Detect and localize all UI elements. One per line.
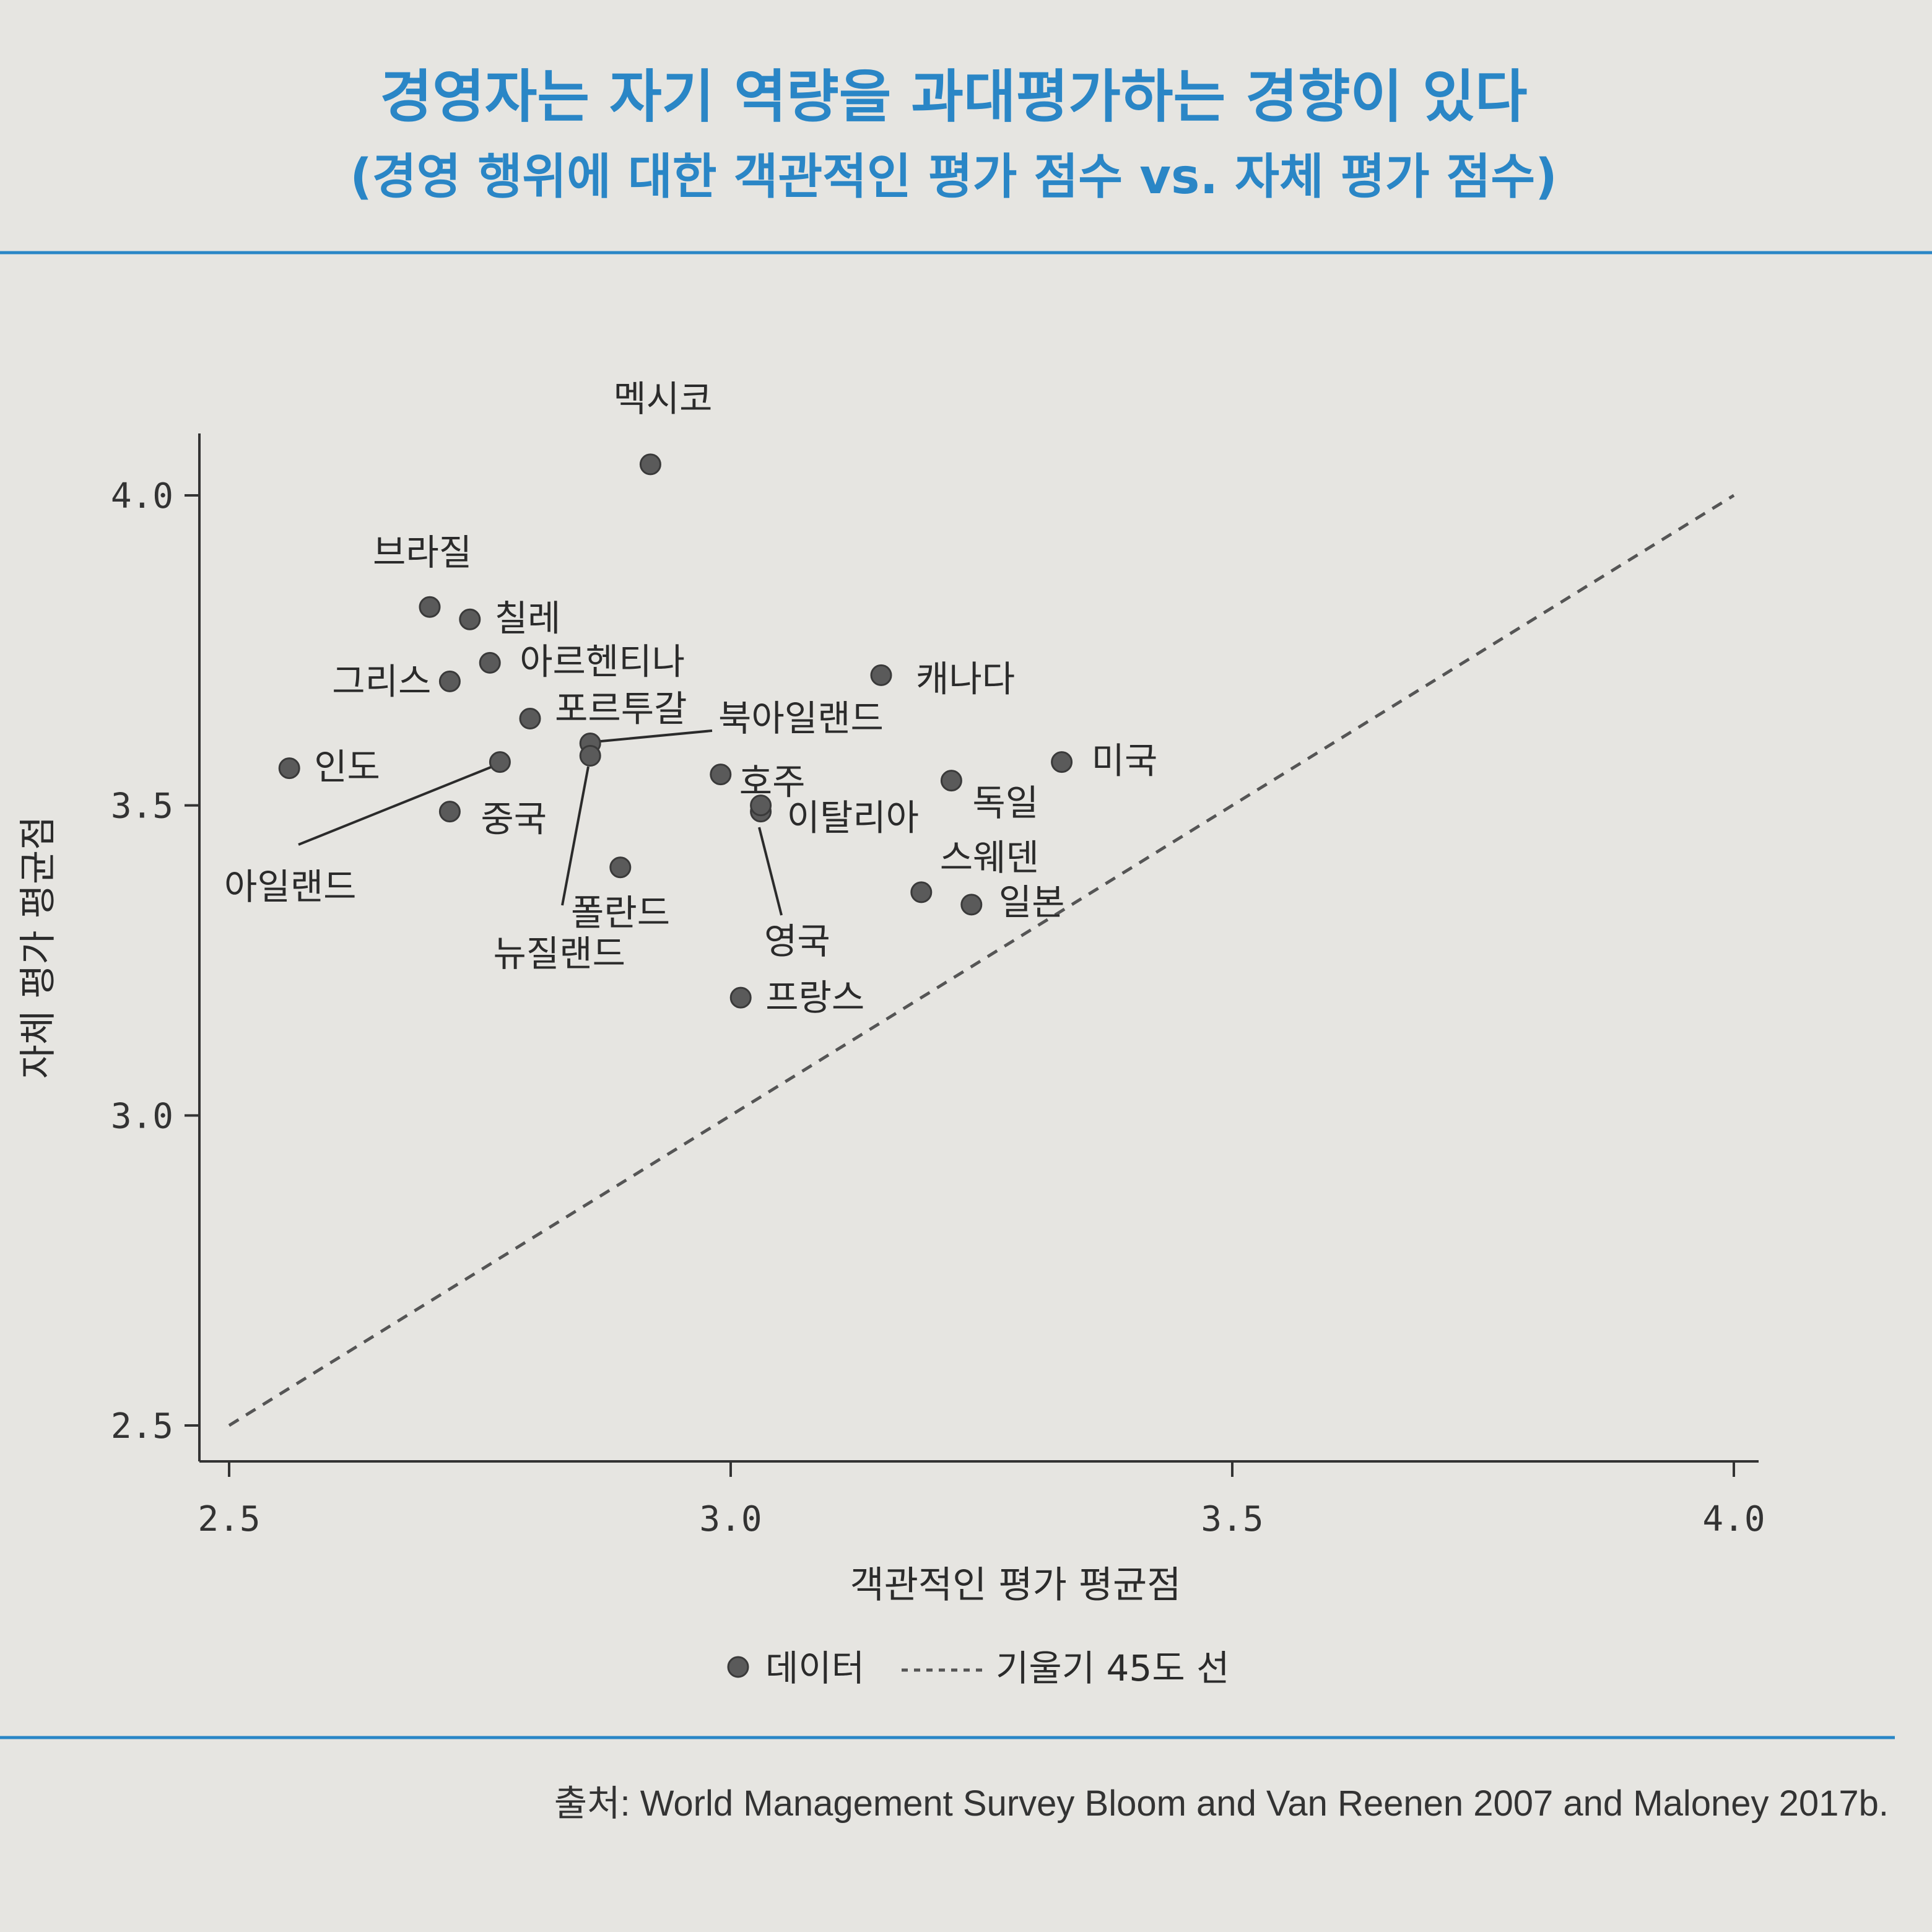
point-label: 프랑스 bbox=[765, 977, 864, 1019]
data-point bbox=[639, 453, 661, 476]
point-label: 독일 bbox=[972, 782, 1038, 824]
point-label: 캐나다 bbox=[916, 658, 1015, 700]
data-point bbox=[438, 801, 461, 823]
point-label: 이탈리아 bbox=[787, 797, 919, 839]
point-label: 일본 bbox=[999, 881, 1065, 923]
point-label: 호주 bbox=[739, 761, 806, 803]
point-label: 중국 bbox=[481, 798, 547, 840]
data-point bbox=[940, 770, 962, 792]
data-point bbox=[489, 751, 511, 773]
point-label: 아르헨티나 bbox=[520, 640, 685, 682]
data-point bbox=[438, 670, 461, 692]
tick-group: 2.5 3.0 3.5 4.0 2.5 3.0 3.5 4.0 bbox=[111, 476, 1765, 1539]
x-axis-label: 객관적인 평가 평균점 bbox=[850, 1564, 1181, 1607]
data-point bbox=[870, 664, 892, 686]
leader-line bbox=[758, 827, 783, 916]
point-label: 아일랜드 bbox=[224, 866, 356, 908]
legend: 데이터 기울기 45도 선 bbox=[727, 1647, 1229, 1689]
point-label: 스웨덴 bbox=[940, 837, 1039, 879]
point-label: 영국 bbox=[764, 920, 830, 962]
point-label: 칠레 bbox=[495, 597, 561, 639]
data-point bbox=[609, 856, 632, 879]
data-point bbox=[960, 894, 983, 916]
x-tick-label: 2.5 bbox=[198, 1499, 260, 1539]
legend-line-label: 기울기 45도 선 bbox=[996, 1647, 1229, 1689]
data-point bbox=[519, 707, 541, 729]
data-point bbox=[710, 764, 732, 786]
x-tick-label: 3.5 bbox=[1201, 1499, 1263, 1539]
point-label: 북아일랜드 bbox=[718, 697, 884, 739]
y-axis-label: 자체 평가 평균점 bbox=[17, 816, 60, 1079]
data-point bbox=[750, 794, 772, 817]
point-label: 브라질 bbox=[373, 531, 472, 573]
point-label: 미국 bbox=[1092, 740, 1158, 782]
chart-subtitle: (경영 행위에 대한 객관적인 평가 점수 vs. 자체 평가 점수) bbox=[350, 149, 1557, 205]
data-point bbox=[729, 986, 752, 1009]
legend-dot-icon bbox=[727, 1656, 749, 1678]
x-tick-label: 4.0 bbox=[1702, 1499, 1765, 1539]
y-tick-label: 3.0 bbox=[111, 1096, 173, 1136]
data-point bbox=[579, 745, 601, 767]
data-point bbox=[910, 881, 933, 903]
data-point bbox=[459, 608, 481, 630]
y-tick-label: 4.0 bbox=[111, 476, 173, 516]
data-points bbox=[278, 453, 1073, 1009]
reference-line-group bbox=[228, 494, 1735, 1427]
data-point bbox=[479, 651, 501, 674]
leader-line bbox=[561, 766, 590, 906]
point-label: 포르투갈 bbox=[555, 687, 687, 729]
point-label: 인도 bbox=[314, 746, 380, 788]
point-label: 폴란드 bbox=[571, 892, 670, 934]
legend-data-label: 데이터 bbox=[765, 1647, 864, 1689]
leader-line bbox=[298, 764, 496, 846]
y-tick-label: 3.5 bbox=[111, 786, 173, 827]
chart-title: 경영자는 자기 역량을 과대평가하는 경향이 있다 bbox=[380, 64, 1528, 130]
point-label: 그리스 bbox=[332, 660, 431, 702]
x-tick-label: 3.0 bbox=[699, 1499, 762, 1539]
point-label: 뉴질랜드 bbox=[494, 933, 625, 975]
data-point bbox=[419, 596, 441, 618]
reference-45-degree-line bbox=[228, 494, 1735, 1427]
data-point bbox=[1051, 751, 1073, 773]
y-tick-label: 2.5 bbox=[111, 1406, 173, 1447]
leader-lines bbox=[298, 729, 783, 916]
point-label: 멕시코 bbox=[613, 378, 712, 420]
leader-line bbox=[594, 729, 713, 743]
source-note: 출처: World Management Survey Bloom and Va… bbox=[554, 1783, 1889, 1824]
data-point bbox=[278, 757, 300, 780]
